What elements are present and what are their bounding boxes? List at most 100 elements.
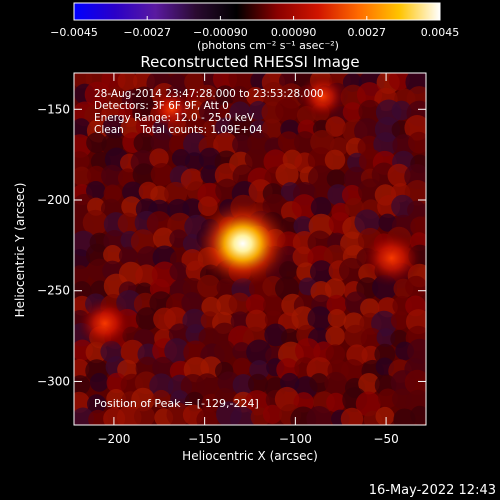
y-tick-label: −200	[37, 193, 70, 207]
heatmap-cell	[340, 359, 365, 383]
y-axis-label: Heliocentric Y (arcsec)	[13, 183, 27, 318]
heatmap-cell	[232, 374, 255, 396]
heatmap-cell	[293, 131, 316, 154]
heatmap-cell	[182, 198, 203, 219]
heatmap-cell	[376, 328, 396, 347]
heatmap-cell	[360, 327, 383, 350]
heatmap-cell	[74, 359, 90, 379]
heatmap-cell	[184, 73, 205, 93]
colorbar-tick-label: −0.0027	[123, 26, 171, 39]
heatmap-cell	[373, 132, 398, 157]
heatmap-cell	[245, 309, 268, 332]
heatmap-cell	[150, 163, 174, 186]
y-tick-label: −150	[37, 102, 70, 116]
y-tick-label: −250	[37, 284, 70, 298]
heatmap-cell	[89, 372, 109, 392]
heatmap-cell	[342, 102, 363, 122]
heatmap-source	[77, 297, 133, 349]
heatmap-cell	[86, 165, 107, 186]
chart-title: Reconstructed RHESSI Image	[140, 53, 359, 71]
annotation-line: Detectors: 3F 6F 9F, Att 0	[94, 100, 229, 112]
heatmap-cell	[197, 274, 221, 299]
heatmap-cell	[86, 180, 106, 201]
heatmap-cell	[327, 309, 347, 328]
heatmap-cell	[277, 131, 300, 153]
heatmap-cell	[326, 169, 346, 189]
heatmap-cell	[131, 387, 155, 412]
heatmap-cell	[213, 132, 239, 158]
heatmap-cell	[214, 85, 236, 106]
heatmap-cell	[375, 406, 395, 425]
heatmap-cell	[117, 212, 140, 235]
heatmap-image	[74, 73, 426, 425]
colorbar-tick-label: −0.0045	[50, 26, 98, 39]
plot-frame	[73, 72, 427, 426]
heatmap-cell	[135, 307, 159, 331]
heatmap-cell	[325, 326, 345, 346]
x-tick-label: −50	[373, 432, 398, 446]
heatmap-cell	[324, 149, 346, 171]
heatmap-cell	[358, 99, 382, 123]
colorbar-ticks: −0.0045 −0.0027 −0.00090 0.00090 0.0027 0.004…	[50, 16, 459, 39]
heatmap-cell	[82, 209, 109, 236]
heatmap-cell	[307, 306, 332, 331]
heatmap-cell	[101, 164, 123, 187]
heatmap-cell	[263, 295, 284, 316]
heatmap-cell	[196, 373, 219, 396]
heatmap-cell	[245, 294, 266, 315]
heatmap-cell	[132, 163, 156, 186]
heatmap-cell	[404, 369, 426, 395]
heatmap-cell	[309, 260, 334, 284]
y-axis-ticks: −150 −200 −250 −300	[37, 102, 426, 388]
heatmap-source	[149, 88, 195, 130]
heatmap-cell	[326, 294, 347, 316]
heatmap-source	[297, 73, 348, 120]
heatmap-cell	[407, 338, 426, 364]
heatmap-cell	[325, 344, 346, 364]
colorbar-tick-label: 0.0045	[421, 26, 460, 39]
x-tick-label: −150	[188, 432, 221, 446]
heatmap-cell	[169, 262, 189, 281]
heatmap-cell	[355, 391, 381, 417]
heatmap-source	[360, 229, 423, 287]
heatmap-cell	[152, 227, 175, 250]
heatmap-cell	[324, 371, 348, 395]
heatmap-cell	[295, 338, 321, 364]
heatmap-cell	[102, 114, 127, 139]
heatmap-cell	[407, 131, 426, 154]
heatmap-source	[194, 199, 291, 288]
heatmap-cell	[84, 81, 111, 108]
heatmap-cell	[262, 404, 282, 424]
heatmap-cell	[407, 200, 426, 220]
heatmap-cell	[244, 148, 266, 170]
heatmap-cell	[150, 185, 169, 205]
y-tick-label: −300	[37, 374, 70, 388]
heatmap-cell	[74, 151, 90, 172]
colorbar	[73, 2, 441, 21]
heatmap-cell	[293, 216, 314, 236]
heatmap-cell	[118, 246, 138, 266]
heatmap-cell	[74, 166, 92, 186]
heatmap-cell	[340, 407, 364, 425]
heatmap-cell	[134, 405, 155, 425]
heatmap-cell	[291, 194, 317, 220]
heatmap-cell	[86, 132, 107, 154]
heatmap-cell	[196, 409, 218, 425]
heatmap-cell	[410, 405, 426, 425]
heatmap-cell	[137, 246, 160, 269]
heatmap-cell	[117, 73, 138, 91]
heatmap-cell	[230, 311, 250, 331]
heatmap-cell	[325, 116, 346, 137]
heatmap-cell	[74, 375, 91, 395]
heatmap-cell	[261, 118, 283, 140]
x-axis-ticks: −200 −150 −100 −50	[97, 73, 399, 446]
heatmap-cell	[326, 392, 346, 413]
heatmap-cell	[230, 85, 249, 104]
heatmap-cell	[74, 118, 91, 138]
heatmap-cell	[358, 372, 380, 395]
peak-position-label: Position of Peak = [-129,-224]	[94, 397, 259, 410]
heatmap-cell	[103, 184, 122, 203]
heatmap-cell	[228, 115, 255, 141]
heatmap-cell	[74, 265, 90, 284]
heatmap-cell	[232, 134, 252, 155]
